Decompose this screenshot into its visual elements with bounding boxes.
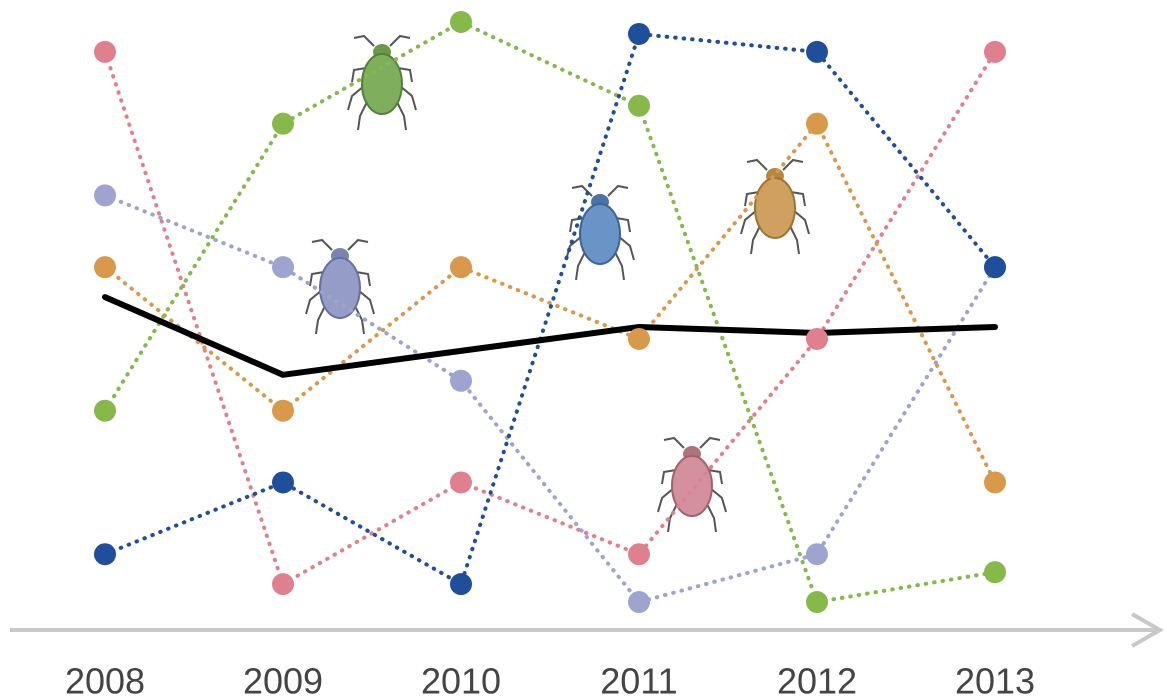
data-point [450,471,472,493]
data-point [628,543,650,565]
bug-icon [741,160,809,254]
data-point [628,328,650,350]
data-point [94,41,116,63]
x-tick-label: 2013 [955,661,1035,700]
data-point [272,256,294,278]
data-point [806,41,828,63]
data-point [94,543,116,565]
data-point [806,543,828,565]
data-point [450,370,472,392]
x-tick-label: 2011 [600,661,677,700]
x-axis [10,614,1160,646]
data-point [94,256,116,278]
chart: 2008 2009 2010 2011 2012 2013 [0,0,1167,700]
data-point [806,328,828,350]
data-point [984,256,1006,278]
bug-icon [348,36,416,130]
data-point [984,561,1006,583]
series-line [105,52,995,584]
data-point [628,95,650,117]
data-point [450,256,472,278]
data-point [806,113,828,135]
data-point [984,41,1006,63]
data-point [450,573,472,595]
data-point [984,471,1006,493]
x-tick-label: 2008 [65,661,145,700]
x-tick-label: 2012 [777,661,857,700]
series-line [105,34,995,584]
data-point [94,400,116,422]
x-tick-label: 2010 [421,661,501,700]
series-line [105,195,995,602]
x-tick-label: 2009 [243,661,323,700]
data-point [272,471,294,493]
data-point [806,591,828,613]
series-line [105,22,995,602]
data-point [450,11,472,33]
series-line [105,124,995,483]
data-point [94,184,116,206]
page: 200820092010201120122013 (() => { const … [0,0,1167,700]
data-point [628,591,650,613]
series-line [105,297,995,375]
data-point [272,113,294,135]
data-point [628,23,650,45]
data-point [272,400,294,422]
data-point [272,573,294,595]
